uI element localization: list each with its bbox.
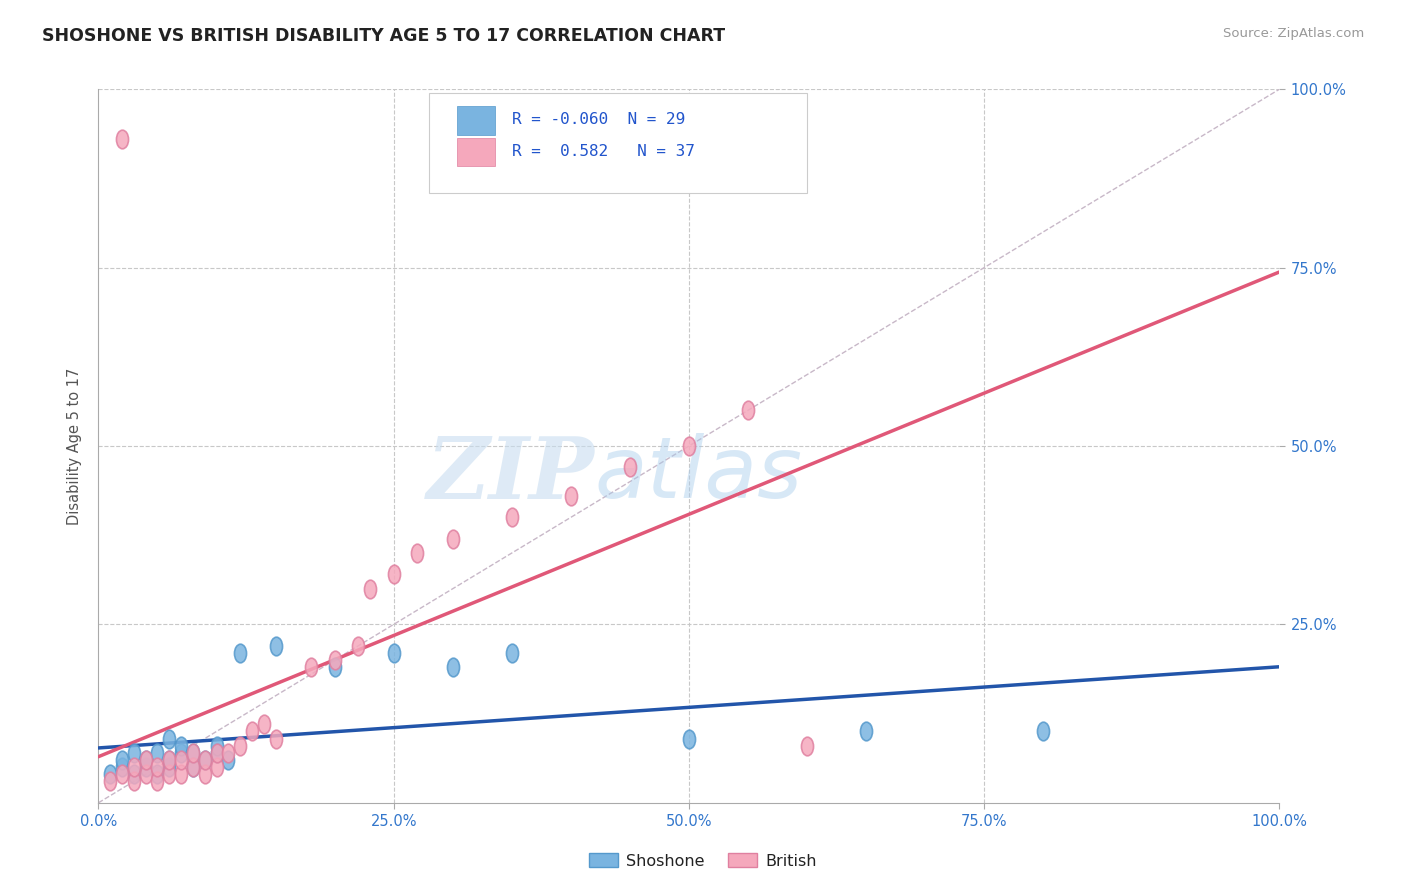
Point xyxy=(359,582,381,596)
Point xyxy=(323,653,346,667)
Point xyxy=(441,532,464,546)
Point xyxy=(146,746,169,760)
Point xyxy=(441,660,464,674)
Point xyxy=(501,510,523,524)
Text: R =  0.582   N = 37: R = 0.582 N = 37 xyxy=(512,144,695,159)
Point xyxy=(135,767,157,781)
Point xyxy=(146,760,169,774)
Point xyxy=(122,746,145,760)
Text: R = -0.060  N = 29: R = -0.060 N = 29 xyxy=(512,112,685,128)
Point xyxy=(560,489,582,503)
Point xyxy=(157,767,180,781)
FancyBboxPatch shape xyxy=(429,93,807,193)
Point xyxy=(194,753,217,767)
Point xyxy=(205,746,228,760)
Point xyxy=(122,767,145,781)
Point xyxy=(501,646,523,660)
Point xyxy=(229,739,252,753)
Point xyxy=(229,646,252,660)
Point xyxy=(264,639,287,653)
Legend: Shoshone, British: Shoshone, British xyxy=(583,847,823,875)
Point xyxy=(217,753,239,767)
Point xyxy=(170,746,193,760)
Point xyxy=(737,403,759,417)
Point xyxy=(170,767,193,781)
Point xyxy=(323,660,346,674)
Point xyxy=(111,767,134,781)
Point xyxy=(619,460,641,475)
Point xyxy=(98,774,121,789)
Text: atlas: atlas xyxy=(595,433,803,516)
Point xyxy=(122,760,145,774)
Point xyxy=(111,760,134,774)
Point xyxy=(135,753,157,767)
Point xyxy=(796,739,818,753)
Point xyxy=(135,760,157,774)
Point xyxy=(122,774,145,789)
Point xyxy=(157,753,180,767)
FancyBboxPatch shape xyxy=(457,106,495,135)
Point xyxy=(253,717,276,731)
Point xyxy=(157,760,180,774)
Point xyxy=(135,753,157,767)
Point xyxy=(406,546,429,560)
Point xyxy=(205,760,228,774)
Text: SHOSHONE VS BRITISH DISABILITY AGE 5 TO 17 CORRELATION CHART: SHOSHONE VS BRITISH DISABILITY AGE 5 TO … xyxy=(42,27,725,45)
Point xyxy=(678,439,700,453)
Point xyxy=(170,739,193,753)
Point xyxy=(181,760,204,774)
Point xyxy=(181,746,204,760)
Point xyxy=(111,753,134,767)
Point xyxy=(194,767,217,781)
Point xyxy=(111,132,134,146)
Point xyxy=(194,753,217,767)
Text: ZIP: ZIP xyxy=(426,433,595,516)
Point xyxy=(240,724,263,739)
Point xyxy=(299,660,322,674)
Y-axis label: Disability Age 5 to 17: Disability Age 5 to 17 xyxy=(67,368,83,524)
Point xyxy=(264,731,287,746)
Point xyxy=(157,753,180,767)
Point xyxy=(205,746,228,760)
Point xyxy=(98,767,121,781)
Point xyxy=(181,760,204,774)
Point xyxy=(217,746,239,760)
Point xyxy=(170,753,193,767)
Point xyxy=(146,774,169,789)
Point xyxy=(1032,724,1054,739)
Point xyxy=(382,646,405,660)
Point xyxy=(181,746,204,760)
FancyBboxPatch shape xyxy=(457,137,495,166)
Point xyxy=(205,739,228,753)
Point xyxy=(382,567,405,582)
Text: Source: ZipAtlas.com: Source: ZipAtlas.com xyxy=(1223,27,1364,40)
Point xyxy=(678,731,700,746)
Point xyxy=(855,724,877,739)
Point xyxy=(157,731,180,746)
Point xyxy=(347,639,370,653)
Point xyxy=(146,767,169,781)
